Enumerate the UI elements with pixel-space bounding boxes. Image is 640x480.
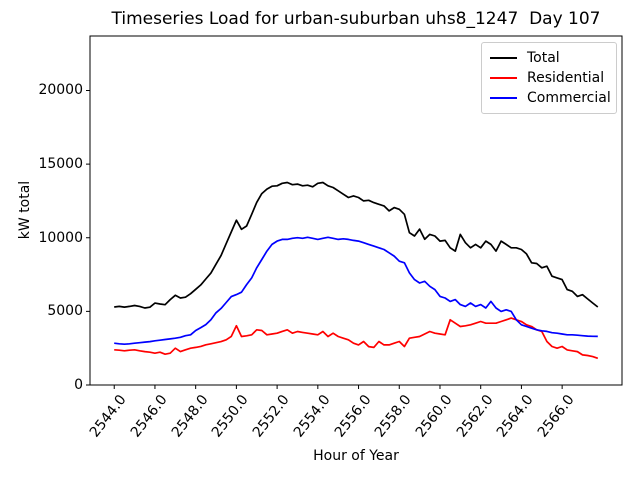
y-tick-label: 10000 — [38, 229, 83, 246]
series-line-total — [114, 181, 599, 309]
x-axis-label: Hour of Year — [313, 448, 399, 464]
legend-line-sample — [490, 97, 517, 99]
legend-line-sample — [490, 57, 517, 59]
y-tick-label: 15000 — [38, 156, 83, 173]
y-tick-label: 0 — [74, 377, 83, 393]
y-tick-label: 5000 — [47, 303, 83, 320]
series-line-residential — [114, 317, 599, 360]
series-line-commercial — [114, 236, 598, 346]
legend-line-sample — [490, 77, 517, 79]
legend-label: Residential — [527, 70, 605, 86]
legend: Total Residential Commercial — [481, 42, 617, 114]
chart-title: Timeseries Load for urban-suburban uhs8_… — [111, 9, 601, 29]
axes-frame — [89, 35, 623, 386]
y-tick-label: 20000 — [38, 82, 83, 99]
legend-label: Total — [527, 50, 560, 66]
legend-entry-total: Total — [490, 48, 610, 68]
legend-entry-commercial: Commercial — [490, 88, 611, 108]
legend-label: Commercial — [527, 90, 611, 106]
legend-entry-residential: Residential — [490, 68, 610, 88]
